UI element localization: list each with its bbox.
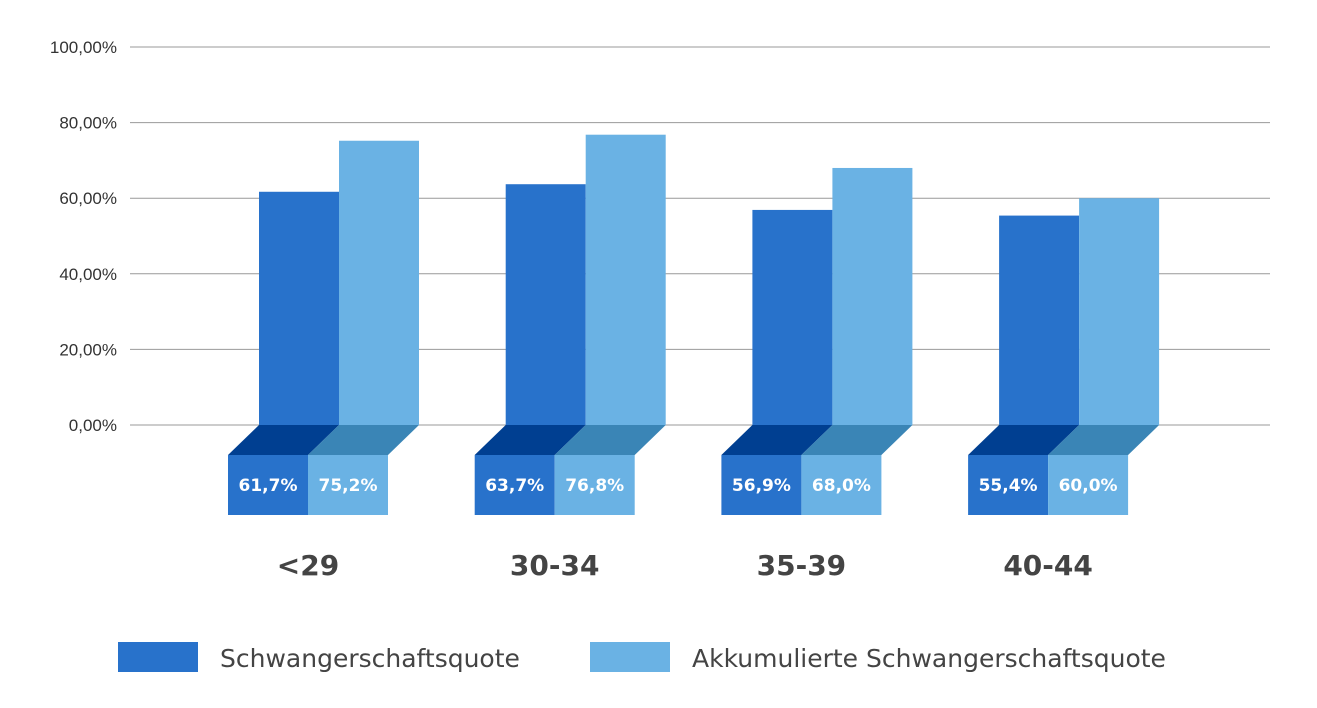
y-tick-label: 0,00% — [69, 416, 117, 435]
y-tick-label: 20,00% — [59, 340, 117, 359]
legend-label-series-2: Akkumulierte Schwangerschaftsquote — [692, 644, 1166, 673]
category-label: <29 — [277, 549, 339, 582]
base-front-series-2-1 — [554, 455, 635, 515]
category-label: 30-34 — [510, 549, 600, 582]
data-label: 61,7% — [239, 476, 298, 496]
bar-series-1-3 — [999, 215, 1080, 425]
base-top-series-1-3 — [968, 425, 1080, 455]
y-tick-label: 40,00% — [59, 265, 117, 284]
base-front-series-1-3 — [968, 455, 1049, 515]
base-top-series-1-1 — [474, 425, 586, 455]
bar-series-2-0 — [339, 140, 419, 425]
value-label-bases: 61,7% 75,2% 63,7% 76,8% 56,9% 68,0% 55,4% 60,0% — [228, 425, 1160, 515]
base-front-series-2-3 — [1048, 455, 1129, 515]
data-label: 60,0% — [1059, 476, 1118, 496]
bars — [259, 134, 1160, 426]
legend: Schwangerschaftsquote Akkumulierte Schwa… — [118, 642, 1166, 673]
legend-swatch-series-1 — [118, 642, 198, 672]
y-tick-label: 60,00% — [59, 189, 117, 208]
y-axis-tick-labels: 0,00% 20,00% 40,00% 60,00% 80,00% 100,00% — [50, 38, 117, 435]
base-top-series-2-3 — [1048, 425, 1160, 455]
bar-series-1-0 — [259, 191, 339, 425]
bar-series-1-2 — [752, 209, 833, 425]
base-front-series-1-0 — [228, 455, 308, 515]
base-top-series-2-0 — [308, 425, 419, 455]
category-label: 40-44 — [1003, 549, 1093, 582]
data-label: 63,7% — [485, 476, 544, 496]
legend-swatch-series-2 — [590, 642, 670, 672]
data-label: 56,9% — [732, 476, 791, 496]
y-tick-label: 100,00% — [50, 38, 117, 57]
legend-label-series-1: Schwangerschaftsquote — [220, 644, 520, 673]
base-front-series-1-1 — [474, 455, 555, 515]
category-label: 35-39 — [757, 549, 847, 582]
base-top-series-2-1 — [554, 425, 666, 455]
y-tick-label: 80,00% — [59, 114, 117, 133]
base-top-series-1-2 — [721, 425, 833, 455]
bar-series-2-2 — [832, 167, 913, 425]
base-front-series-2-0 — [308, 455, 388, 515]
data-label: 75,2% — [319, 476, 378, 496]
base-front-series-2-2 — [801, 455, 882, 515]
data-label: 76,8% — [565, 476, 624, 496]
bar-series-2-1 — [585, 134, 666, 426]
bar-series-1-1 — [505, 184, 586, 425]
base-front-series-1-2 — [721, 455, 802, 515]
base-top-series-1-0 — [228, 425, 339, 455]
category-labels: <29 30-34 35-39 40-44 — [277, 549, 1093, 582]
data-label: 55,4% — [979, 476, 1038, 496]
data-label: 68,0% — [812, 476, 871, 496]
base-top-series-2-2 — [801, 425, 913, 455]
bar-series-2-3 — [1079, 198, 1160, 425]
